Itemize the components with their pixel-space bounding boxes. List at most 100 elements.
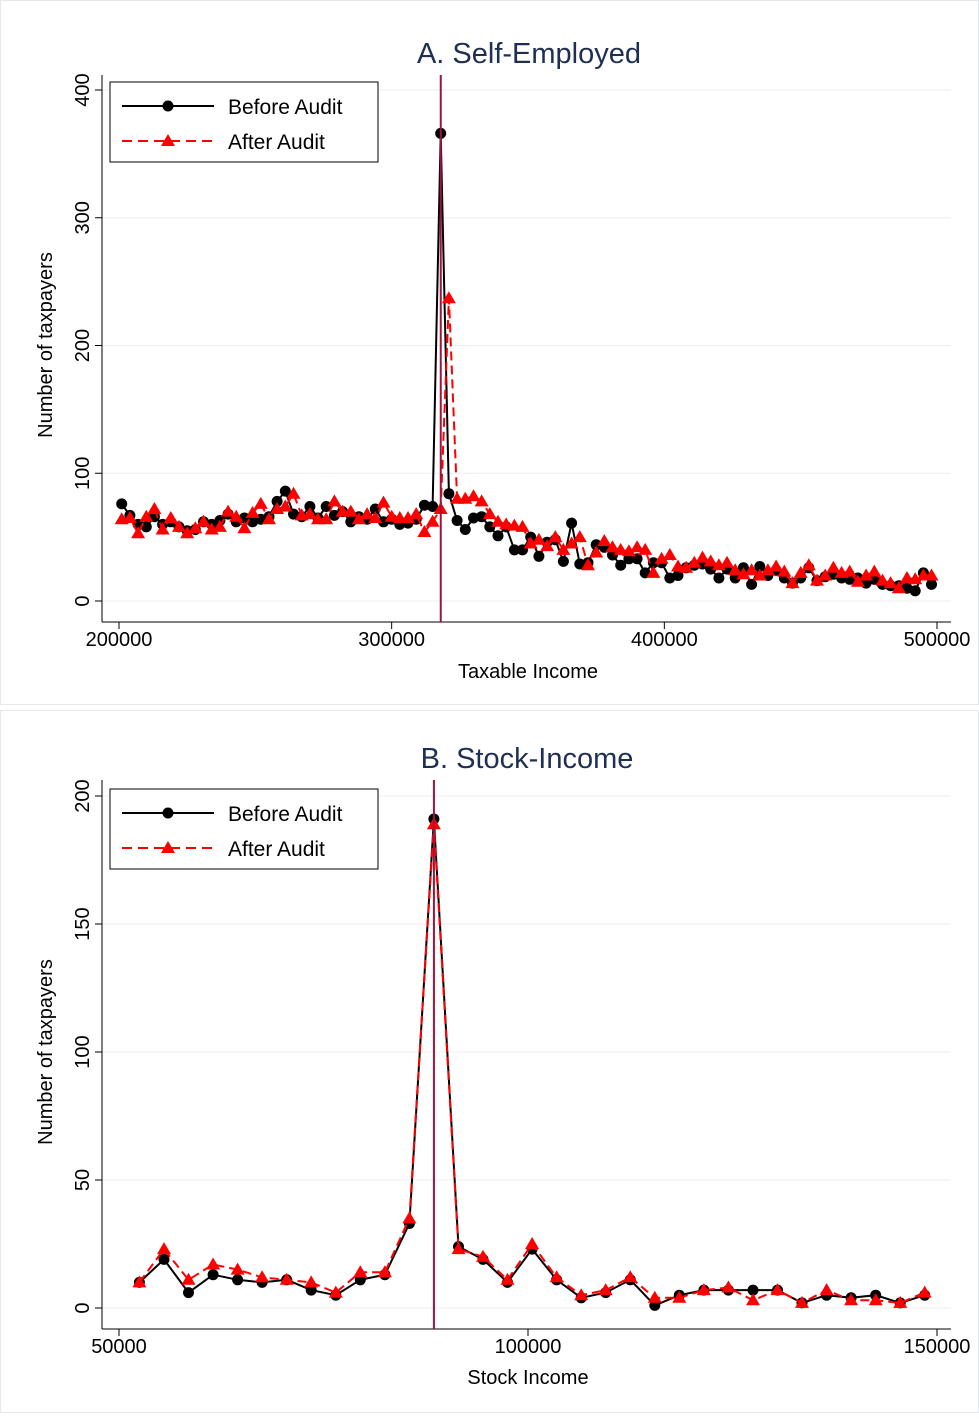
point-before-audit (427, 501, 439, 512)
point-after-audit (360, 507, 375, 520)
point-before-audit (279, 485, 291, 497)
x-tick-label: 150000 (904, 1336, 971, 1358)
point-after-audit (574, 1288, 589, 1301)
point-after-audit (826, 560, 841, 573)
point-after-audit (221, 504, 236, 517)
point-after-audit (147, 502, 162, 514)
point-after-audit (736, 567, 751, 580)
point-before-audit (746, 578, 758, 590)
point-after-audit (278, 499, 293, 512)
point-after-audit (286, 486, 301, 499)
point-after-audit (212, 519, 227, 532)
x-tick-label: 100000 (495, 1336, 562, 1358)
point-after-audit (122, 511, 137, 523)
x-tick-label: 50000 (91, 1336, 147, 1358)
point-after-audit (466, 489, 481, 502)
point-after-audit (572, 530, 587, 543)
y-tick-label: 400 (72, 73, 94, 106)
y-tick-label: 300 (72, 201, 94, 234)
point-after-audit (623, 1270, 638, 1283)
legend-marker-before-audit (162, 807, 174, 819)
point-after-audit (810, 573, 824, 586)
point-after-audit (842, 564, 857, 577)
point-after-audit (131, 526, 146, 539)
point-after-audit (523, 536, 538, 549)
legend-marker-after-audit (161, 134, 175, 146)
legend: Before Audit After Audit (109, 788, 379, 870)
point-after-audit (157, 1242, 171, 1255)
point-after-audit (613, 542, 628, 555)
point-after-audit (859, 568, 874, 581)
point-after-audit (229, 509, 244, 522)
point-before-audit (754, 561, 766, 572)
y-tick-label: 100 (72, 457, 94, 490)
point-before-audit (207, 1269, 219, 1281)
legend-box (109, 81, 379, 163)
legend-label-before-audit: Before Audit (228, 803, 343, 826)
point-after-audit (531, 532, 546, 545)
point-after-audit (548, 530, 563, 543)
point-after-audit (343, 504, 358, 517)
point-after-audit (500, 1272, 515, 1285)
point-after-audit (353, 1265, 368, 1278)
point-after-audit (451, 1242, 466, 1255)
point-before-audit (328, 509, 340, 521)
point-after-audit (376, 495, 391, 508)
point-after-audit (744, 563, 759, 576)
point-after-audit (867, 564, 882, 577)
point-after-audit (893, 1295, 908, 1308)
point-after-audit (728, 563, 743, 576)
point-after-audit (671, 559, 685, 572)
point-after-audit (785, 576, 800, 589)
point-after-audit (746, 1293, 760, 1306)
axes: 0 100 200 300 400 200000 300000 400000 500000 (72, 73, 970, 651)
point-after-audit (409, 507, 424, 520)
point-after-audit (132, 1275, 147, 1288)
point-after-audit (425, 514, 440, 527)
point-after-audit (540, 539, 555, 552)
point-after-audit (696, 1283, 711, 1296)
point-after-audit (630, 540, 645, 553)
point-after-audit (924, 568, 939, 581)
point-before-audit (443, 488, 455, 500)
point-after-audit (302, 507, 317, 520)
point-after-audit (549, 1270, 564, 1283)
point-after-audit (868, 1293, 883, 1306)
point-after-audit (351, 512, 366, 525)
point-before-audit (468, 512, 479, 524)
chart-title: A. Self-Employed (417, 38, 641, 70)
point-after-audit (844, 1293, 859, 1306)
legend-marker-before-audit (162, 100, 174, 112)
point-after-audit (662, 548, 677, 560)
point-after-audit (196, 514, 211, 527)
point-after-audit (752, 568, 767, 581)
point-before-audit (713, 572, 725, 584)
point-after-audit (679, 560, 694, 573)
point-after-audit (883, 576, 898, 589)
plot-area (114, 75, 939, 622)
legend-label-before-audit: Before Audit (228, 96, 343, 119)
point-after-audit (720, 555, 734, 568)
point-before-audit (158, 1253, 170, 1265)
point-before-audit (615, 559, 627, 571)
y-tick-label: 0 (72, 1302, 94, 1313)
y-axis-title: Number of taxpayers (35, 252, 57, 438)
point-after-audit (647, 1290, 662, 1303)
point-after-audit (891, 581, 906, 594)
point-after-audit (188, 521, 203, 534)
axes: 0 50 100 150 200 50000 100000 150000 (72, 779, 970, 1358)
point-after-audit (556, 542, 571, 555)
point-before-audit (909, 585, 921, 597)
point-after-audit (760, 563, 775, 576)
legend-box (109, 788, 379, 870)
point-before-audit (647, 557, 659, 569)
point-after-audit (801, 558, 816, 571)
point-after-audit (139, 509, 154, 522)
x-axis-title: Taxable Income (458, 661, 598, 683)
x-tick-label: 300000 (358, 629, 425, 651)
point-after-audit (597, 534, 612, 546)
point-after-audit (319, 512, 334, 525)
y-tick-label: 200 (72, 779, 94, 812)
point-before-audit (557, 555, 569, 567)
